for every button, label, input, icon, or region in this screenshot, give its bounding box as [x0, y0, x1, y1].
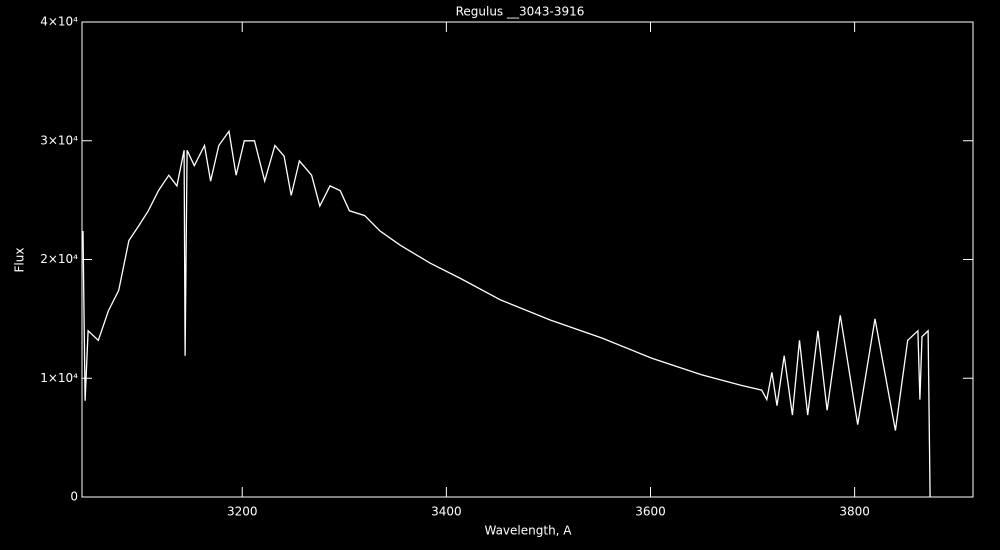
y-tick-label: 3×10⁴: [40, 133, 78, 147]
chart-title: Regulus __3043-3916: [456, 5, 585, 19]
x-tick-label: 3400: [431, 505, 462, 519]
x-axis-label: Wavelength, A: [484, 524, 572, 538]
x-tick-label: 3800: [839, 505, 870, 519]
y-tick-label: 2×10⁴: [40, 252, 78, 266]
y-tick-label: 1×10⁴: [40, 371, 78, 385]
x-tick-label: 3200: [227, 505, 258, 519]
y-tick-label: 0: [70, 490, 78, 504]
spectrum-line: [82, 129, 931, 498]
x-tick-label: 3600: [635, 505, 666, 519]
plot-frame: [81, 21, 974, 498]
y-tick-label: 4×10⁴: [40, 15, 78, 29]
y-axis-label: Flux: [13, 248, 27, 273]
